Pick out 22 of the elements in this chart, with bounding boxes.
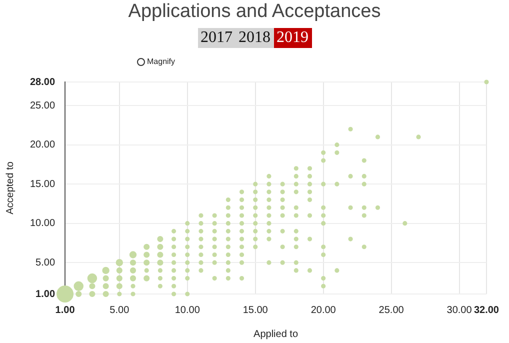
x-axis-title: Applied to <box>254 328 298 340</box>
y-tick-label: 1.00 <box>36 288 56 300</box>
y-tick-label: 5.00 <box>36 257 56 268</box>
x-tick-label: 20.00 <box>310 304 336 316</box>
y-tick-label: 20.00 <box>30 140 56 151</box>
x-tick-label: 32.00 <box>474 304 500 316</box>
text: Magnify <box>147 57 176 66</box>
text: 2018 <box>236 28 274 48</box>
x-tick-label: 10.00 <box>174 304 200 316</box>
y-tick-label: 10.00 <box>30 218 56 230</box>
x-tick-label: 5.00 <box>110 304 130 316</box>
y-tick-label: 28.00 <box>30 76 56 88</box>
x-tick-label: 30.00 <box>446 304 472 316</box>
y-tick-label: 25.00 <box>30 100 56 112</box>
y-axis-title: Accepted to <box>4 161 16 214</box>
text: 2017 <box>198 28 236 48</box>
text: 2019 <box>274 28 312 48</box>
x-tick-label: 15.00 <box>242 304 268 316</box>
y-tick-label: 15.00 <box>30 178 56 190</box>
chart-title: Applications and Acceptances <box>127 1 382 24</box>
x-tick-label: 1.00 <box>55 304 76 316</box>
x-tick-label: 25.00 <box>378 304 404 316</box>
